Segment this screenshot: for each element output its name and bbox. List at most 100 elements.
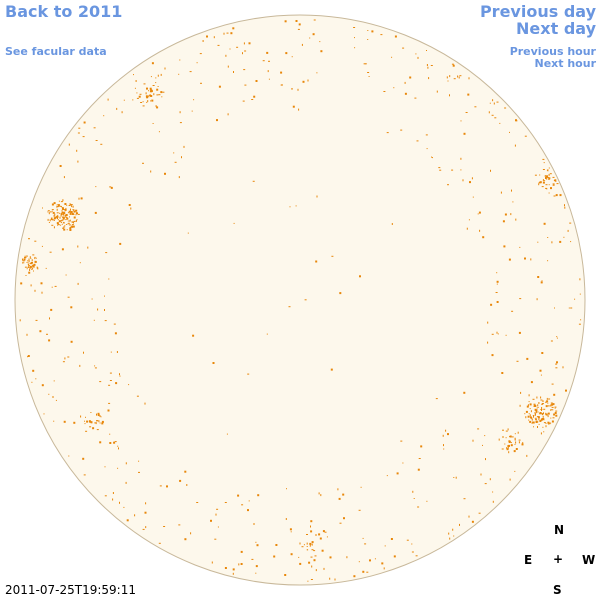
feature-speck bbox=[253, 523, 255, 525]
feature-speck bbox=[549, 422, 552, 424]
feature-speck bbox=[247, 509, 249, 512]
feature-speck bbox=[552, 403, 555, 406]
feature-speck bbox=[299, 542, 301, 545]
feature-speck bbox=[289, 206, 291, 208]
feature-speck bbox=[494, 117, 497, 119]
feature-speck bbox=[515, 218, 517, 221]
feature-speck bbox=[20, 282, 23, 285]
feature-speck bbox=[41, 384, 44, 387]
feature-speck bbox=[484, 435, 486, 437]
feature-speck bbox=[496, 101, 499, 103]
feature-speck bbox=[468, 515, 470, 518]
back-to-year-link[interactable]: Back to 2011 bbox=[5, 2, 123, 21]
feature-speck bbox=[71, 205, 73, 208]
feature-speck bbox=[57, 217, 58, 219]
feature-speck bbox=[144, 402, 146, 405]
feature-speck bbox=[528, 394, 530, 397]
feature-speck bbox=[85, 416, 86, 418]
feature-speck bbox=[559, 194, 562, 197]
feature-speck bbox=[531, 418, 533, 421]
feature-speck bbox=[80, 197, 83, 200]
feature-speck bbox=[339, 522, 342, 524]
feature-speck bbox=[155, 82, 157, 84]
feature-speck bbox=[56, 204, 58, 206]
feature-speck bbox=[540, 396, 542, 399]
feature-speck bbox=[53, 202, 56, 205]
feature-speck bbox=[242, 100, 245, 102]
feature-speck bbox=[94, 422, 97, 424]
feature-speck bbox=[100, 143, 103, 145]
feature-speck bbox=[505, 430, 508, 432]
feature-speck bbox=[543, 422, 546, 424]
feature-speck bbox=[562, 366, 564, 369]
feature-speck bbox=[541, 418, 543, 420]
feature-speck bbox=[27, 264, 29, 265]
feature-speck bbox=[109, 186, 112, 188]
feature-speck bbox=[95, 140, 98, 141]
feature-speck bbox=[128, 204, 131, 206]
feature-speck bbox=[148, 90, 149, 92]
feature-speck bbox=[468, 77, 470, 80]
see-facular-data-link[interactable]: See facular data bbox=[5, 45, 107, 58]
feature-speck bbox=[527, 415, 530, 418]
feature-speck bbox=[34, 256, 36, 258]
previous-day-link[interactable]: Previous day bbox=[479, 2, 596, 21]
feature-speck bbox=[550, 404, 552, 407]
next-day-link[interactable]: Next day bbox=[516, 19, 596, 38]
feature-speck bbox=[447, 433, 449, 436]
feature-speck bbox=[530, 381, 533, 384]
feature-speck bbox=[402, 47, 405, 49]
feature-speck bbox=[65, 216, 68, 218]
feature-speck bbox=[364, 543, 367, 545]
feature-speck bbox=[255, 541, 257, 543]
feature-speck bbox=[56, 215, 59, 218]
feature-speck bbox=[157, 74, 159, 77]
feature-speck bbox=[138, 471, 140, 473]
feature-speck bbox=[31, 259, 33, 262]
feature-speck bbox=[556, 337, 558, 339]
feature-speck bbox=[311, 543, 313, 546]
next-hour-link[interactable]: Next hour bbox=[534, 57, 597, 70]
feature-speck bbox=[334, 578, 336, 581]
feature-speck bbox=[103, 115, 105, 117]
feature-speck bbox=[547, 412, 550, 415]
feature-speck bbox=[42, 207, 43, 209]
feature-speck bbox=[515, 441, 517, 444]
feature-speck bbox=[83, 474, 86, 476]
feature-speck bbox=[33, 264, 35, 265]
feature-speck bbox=[101, 422, 104, 425]
feature-speck bbox=[555, 194, 558, 197]
previous-hour-link[interactable]: Previous hour bbox=[509, 45, 596, 58]
feature-speck bbox=[284, 574, 287, 576]
feature-speck bbox=[108, 278, 110, 280]
feature-speck bbox=[513, 450, 516, 453]
feature-speck bbox=[427, 66, 429, 69]
feature-speck bbox=[342, 493, 345, 496]
feature-speck bbox=[514, 438, 516, 441]
feature-speck bbox=[310, 530, 313, 533]
feature-speck bbox=[77, 282, 79, 285]
feature-speck bbox=[559, 240, 562, 243]
feature-speck bbox=[367, 72, 370, 73]
feature-speck bbox=[51, 210, 53, 212]
feature-speck bbox=[24, 266, 27, 268]
feature-speck bbox=[61, 223, 63, 225]
feature-speck bbox=[528, 401, 530, 403]
feature-speck bbox=[553, 413, 556, 416]
feature-speck bbox=[134, 87, 136, 89]
feature-speck bbox=[34, 289, 36, 292]
feature-speck bbox=[214, 538, 217, 540]
feature-speck bbox=[394, 35, 397, 38]
feature-speck bbox=[68, 210, 71, 213]
feature-speck bbox=[251, 558, 254, 560]
feature-speck bbox=[73, 209, 75, 211]
feature-speck bbox=[534, 413, 536, 416]
feature-speck bbox=[359, 275, 361, 278]
feature-speck bbox=[70, 306, 73, 309]
feature-speck bbox=[47, 218, 49, 221]
feature-speck bbox=[535, 409, 538, 411]
feature-speck bbox=[297, 88, 299, 91]
feature-speck bbox=[73, 222, 75, 224]
feature-speck bbox=[447, 184, 449, 186]
feature-speck bbox=[463, 498, 466, 500]
